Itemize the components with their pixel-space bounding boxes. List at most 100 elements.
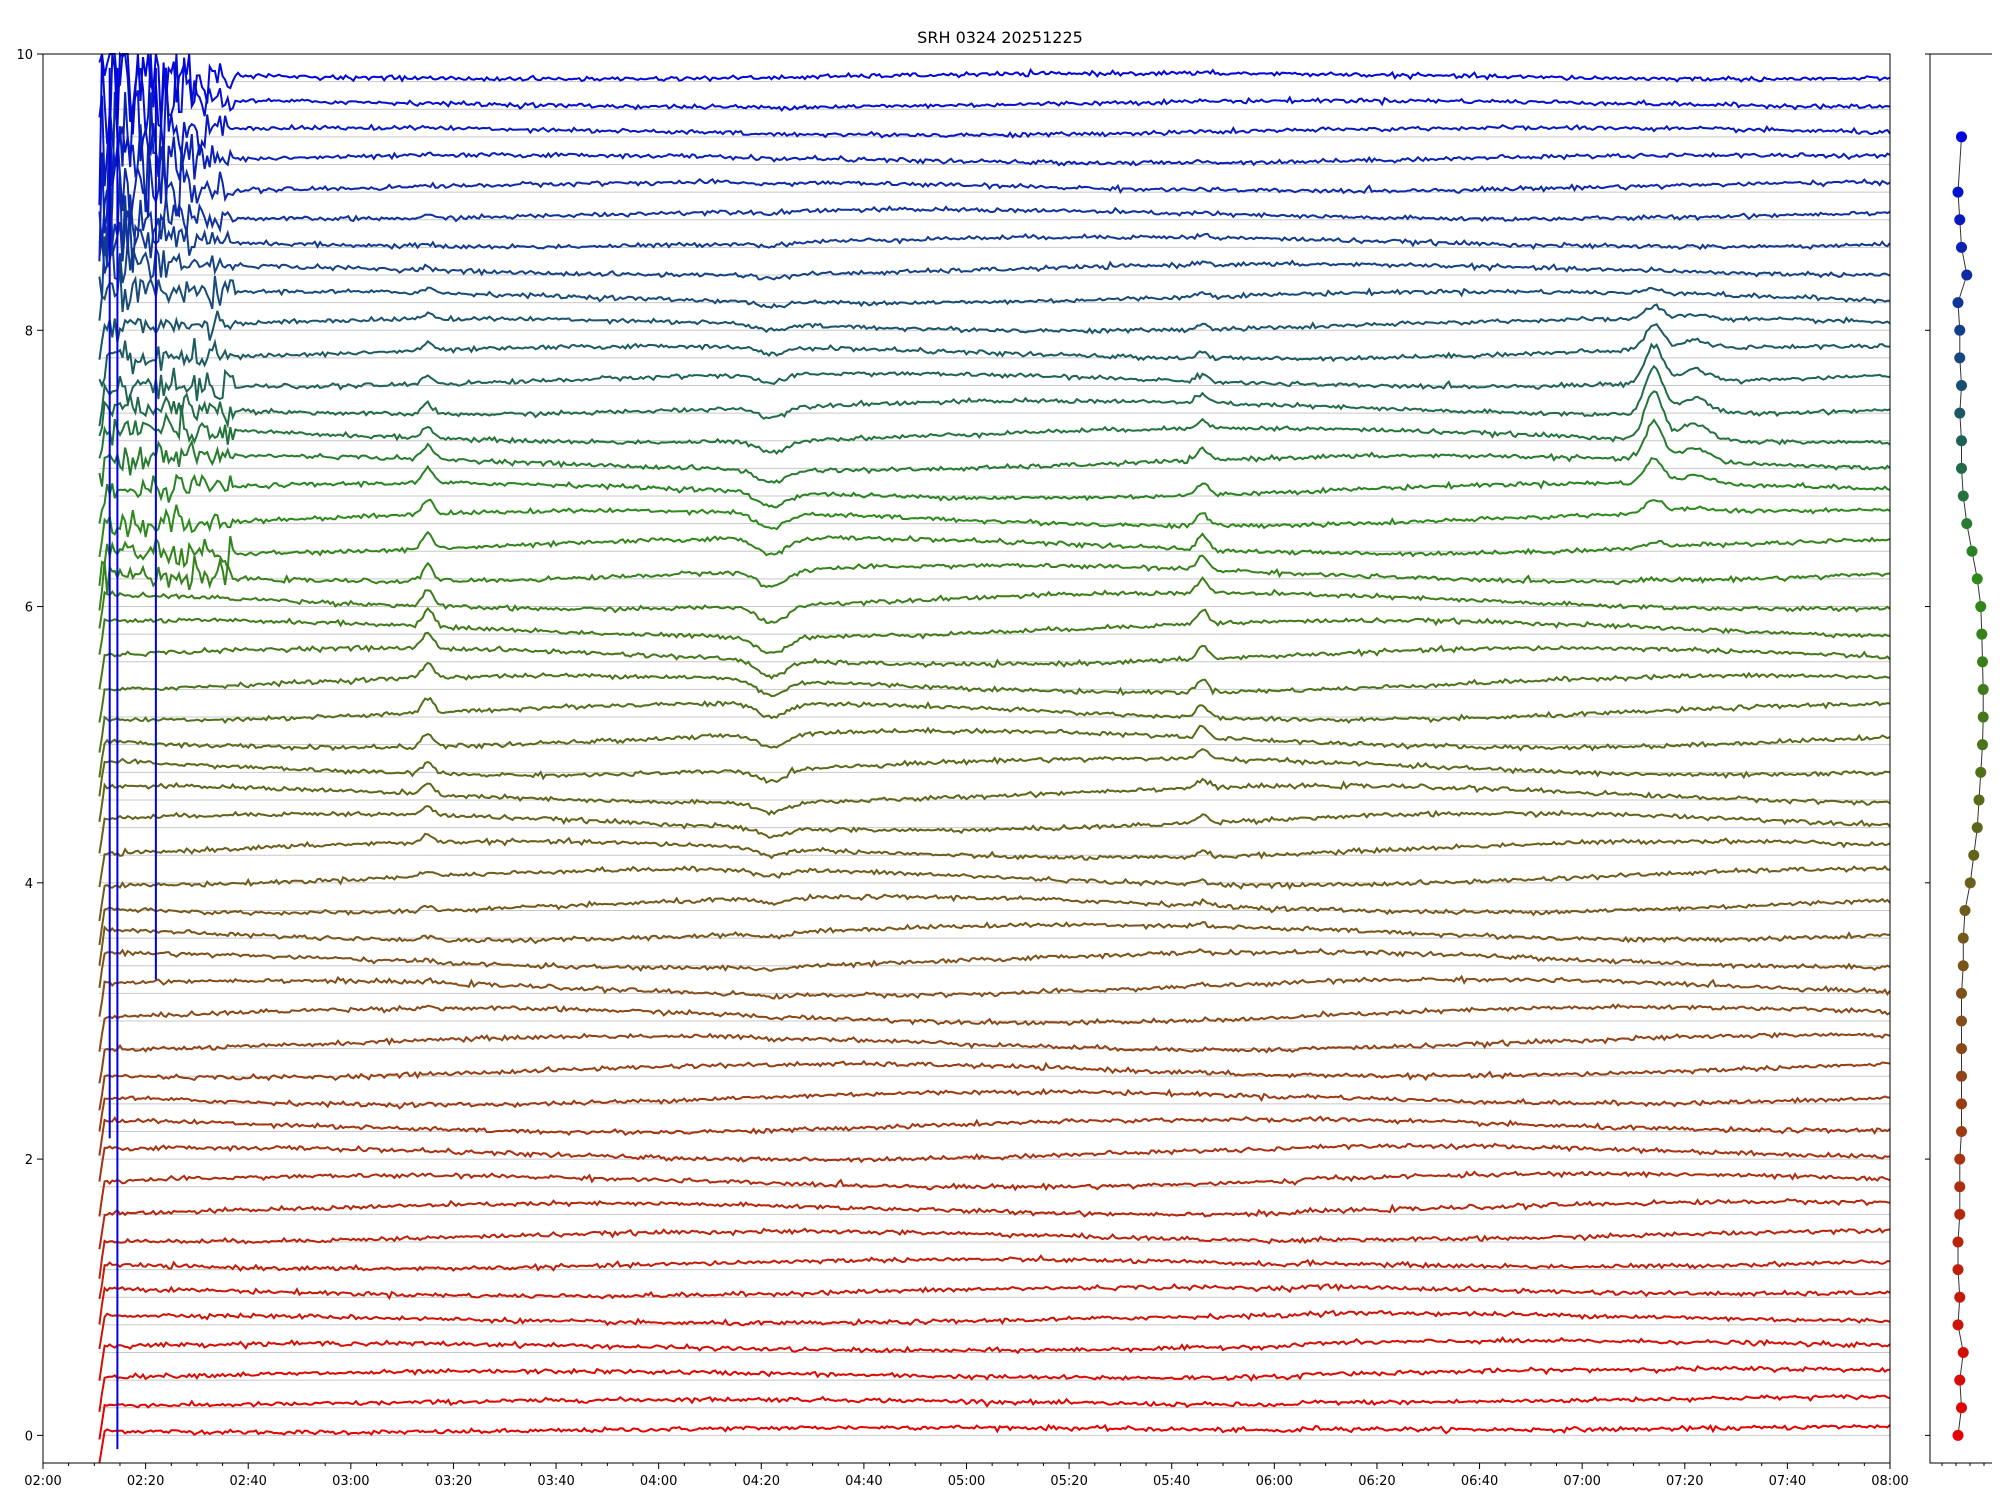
x-tick-label: 02:00 [24,1474,61,1489]
x-tick-label: 05:20 [1050,1474,1087,1489]
y-tick-label: 6 [25,601,33,616]
series-line [98,1365,1891,1412]
x-tick-label: 04:00 [640,1474,677,1489]
side-point [1968,849,1980,861]
series-line [98,322,1891,389]
series-line [98,696,1891,753]
side-point [1957,490,1969,502]
series-line [98,606,1891,655]
side-plot [1925,53,1992,1466]
side-point [1954,407,1966,419]
side-point [1954,1181,1966,1193]
series-line [98,974,1891,1017]
side-point [1954,214,1966,226]
side-point [1975,601,1987,613]
series-line [98,724,1891,778]
x-tick-label: 07:20 [1666,1474,1703,1489]
side-point [1959,904,1971,916]
side-point [1957,932,1969,944]
y-tick-label: 8 [25,324,33,339]
side-point [1956,1043,1967,1055]
series-line [98,576,1891,629]
y-tick-label: 4 [25,877,33,892]
x-tick-label: 08:00 [1871,1474,1908,1489]
series-line [98,82,1891,187]
side-point [1952,1429,1964,1441]
side-axes-frame [1929,53,1992,1464]
series-line [98,1336,1891,1381]
series-line [98,865,1891,922]
x-tick-label: 04:20 [743,1474,780,1489]
series-line [98,390,1891,459]
axes-frame [42,53,1891,1464]
series-line [98,53,1891,147]
x-tick-label: 03:00 [332,1474,369,1489]
side-point [1954,1208,1966,1220]
x-tick-label: 06:00 [1256,1474,1293,1489]
side-point [1977,739,1988,751]
side-point [1977,711,1989,723]
series-line [98,92,1891,262]
side-point [1956,131,1967,143]
side-point [1956,462,1967,474]
series-line [98,303,1891,360]
series-line [98,1393,1891,1440]
x-tick-label: 02:20 [127,1474,164,1489]
series-line [98,236,1891,298]
x-tick-label: 06:40 [1461,1474,1498,1489]
side-point [1973,794,1985,806]
series-line [98,530,1891,587]
x-tick-label: 04:40 [845,1474,882,1489]
series-line [98,1003,1891,1052]
y-tick-label: 2 [25,1153,33,1168]
series-line [98,91,1891,257]
side-point [1954,1291,1966,1303]
side-point [1952,1319,1964,1331]
series-line [98,51,1891,206]
series-line [98,1059,1891,1111]
series-line [98,747,1891,797]
main-plot: 02:00 02:20 02:40 03:00 03:20 03:40 04:00 04:20… [16,48,1908,1489]
x-tick-label: 02:40 [229,1474,266,1489]
side-point [1956,1015,1967,1027]
side-point [1956,987,1967,999]
side-point [1971,573,1983,585]
side-point [1952,1236,1964,1248]
side-point [1956,1402,1967,1414]
chart-title: SRH 0324 20251225 [917,28,1083,47]
series-line [98,1282,1891,1325]
side-point [1952,297,1964,309]
side-point [1957,1346,1969,1358]
series-line [98,1309,1891,1350]
x-tick-label: 06:20 [1358,1474,1395,1489]
series-line [98,661,1891,723]
side-point [1956,1125,1967,1137]
side-point [1977,656,1988,668]
series-line [98,147,1891,274]
side-point [1954,352,1966,364]
side-point [1954,1153,1966,1165]
side-point [1964,877,1976,889]
series-line [98,1115,1891,1156]
side-point [1952,1264,1964,1276]
side-point [1976,628,1988,640]
x-tick-label: 07:40 [1769,1474,1806,1489]
side-point [1975,766,1987,778]
side-point [1954,1374,1966,1386]
side-point [1957,960,1969,972]
series-line [98,893,1891,946]
series-line [98,1197,1891,1250]
series-line [98,1227,1891,1279]
series-line [98,265,1890,321]
series-line [98,554,1890,611]
series-line [98,418,1891,487]
x-tick-label: 05:00 [948,1474,985,1489]
side-point [1956,241,1967,253]
side-point [1971,822,1983,834]
side-point [1966,545,1978,557]
series-line [98,210,1891,273]
side-point [1952,186,1964,198]
side-point [1956,1098,1967,1110]
